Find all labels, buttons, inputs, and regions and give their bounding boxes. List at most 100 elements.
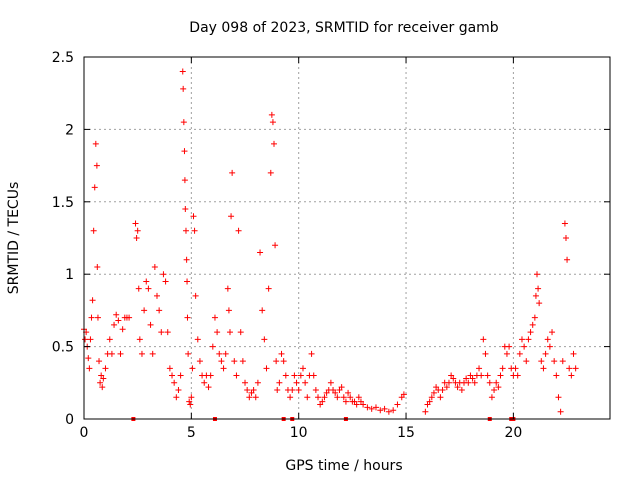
data-point — [164, 329, 171, 336]
data-point — [368, 405, 375, 412]
data-point — [88, 314, 95, 321]
data-point — [186, 398, 193, 405]
data-point — [207, 372, 214, 379]
data-point — [225, 307, 232, 314]
data-point — [201, 379, 208, 386]
axis-ticks: 0 5 10 15 20 0 0.5 1 1.5 2 2.5 — [52, 50, 610, 441]
data-point — [166, 365, 173, 372]
data-point — [153, 292, 160, 299]
data-point — [540, 365, 547, 372]
data-point — [96, 358, 103, 365]
data-point — [315, 394, 322, 401]
data-point — [192, 292, 199, 299]
data-point — [555, 394, 562, 401]
data-point — [271, 140, 278, 147]
data-point — [184, 314, 191, 321]
y-tick-label: 1 — [65, 267, 74, 283]
x-tick-label: 5 — [187, 425, 196, 441]
data-point — [191, 227, 198, 234]
data-point — [529, 321, 536, 328]
data-point — [542, 350, 549, 357]
data-point — [559, 358, 566, 365]
data-point — [426, 398, 433, 405]
x-tick-label: 20 — [504, 425, 522, 441]
data-point — [299, 365, 306, 372]
data-point — [115, 317, 122, 324]
data-point — [126, 314, 133, 321]
data-point — [338, 384, 345, 391]
data-point — [445, 379, 452, 386]
data-point — [471, 379, 478, 386]
y-axis-label: SRMTID / TECUs — [6, 182, 22, 295]
data-point — [145, 285, 152, 292]
data-point — [132, 220, 139, 227]
data-point — [458, 387, 465, 394]
data-point — [562, 235, 569, 241]
data-point — [312, 387, 319, 394]
data-point — [180, 85, 187, 92]
data-point — [94, 263, 101, 270]
data-point — [257, 249, 264, 256]
data-point — [226, 329, 233, 336]
data-point — [190, 213, 197, 220]
data-point — [572, 365, 579, 372]
data-point — [211, 314, 218, 321]
data-point — [143, 278, 150, 285]
data-point — [480, 336, 487, 343]
data-point — [521, 343, 528, 350]
data-point — [499, 365, 506, 372]
data-point — [141, 307, 148, 314]
data-point — [156, 307, 163, 314]
data-point — [437, 394, 444, 401]
data-point — [182, 206, 189, 213]
data-point — [564, 256, 571, 263]
x-tick-label: 0 — [80, 425, 89, 441]
data-point — [546, 343, 553, 350]
data-point — [523, 358, 530, 365]
data-point — [231, 358, 238, 365]
data-point — [295, 387, 302, 394]
data-point — [345, 389, 352, 396]
data-point — [514, 372, 521, 379]
data-point — [454, 384, 461, 391]
data-point — [293, 379, 300, 386]
data-point — [272, 242, 279, 249]
data-point — [553, 372, 560, 379]
data-point — [566, 365, 573, 372]
y-tick-label: 2.5 — [52, 50, 74, 66]
data-point — [220, 365, 227, 372]
y-tick-label: 0.5 — [52, 340, 74, 356]
data-point — [491, 387, 498, 394]
data-point — [113, 311, 120, 318]
data-point — [347, 394, 354, 401]
data-point — [493, 379, 500, 386]
data-point — [181, 177, 188, 184]
data-point — [463, 375, 470, 382]
data-point — [169, 372, 176, 379]
data-point — [342, 398, 349, 405]
data-point — [237, 329, 244, 336]
x-tick-label: 15 — [397, 425, 415, 441]
data-point — [568, 372, 575, 379]
data-point — [189, 365, 196, 372]
data-point — [246, 394, 253, 401]
data-point — [91, 184, 98, 191]
data-point — [297, 372, 304, 379]
data-point — [108, 350, 115, 357]
data-point — [263, 365, 270, 372]
data-point — [289, 387, 296, 394]
data-point — [147, 321, 154, 328]
data-point — [486, 379, 493, 386]
data-point — [233, 372, 240, 379]
data-point — [218, 358, 225, 365]
data-point — [450, 375, 457, 382]
data-point — [133, 235, 140, 241]
data-point — [355, 394, 362, 401]
data-point — [97, 379, 104, 386]
data-point — [497, 372, 504, 379]
data-point — [179, 68, 186, 75]
data-point — [261, 336, 268, 343]
data-point — [90, 227, 97, 234]
data-point — [244, 387, 251, 394]
data-point — [268, 111, 275, 118]
